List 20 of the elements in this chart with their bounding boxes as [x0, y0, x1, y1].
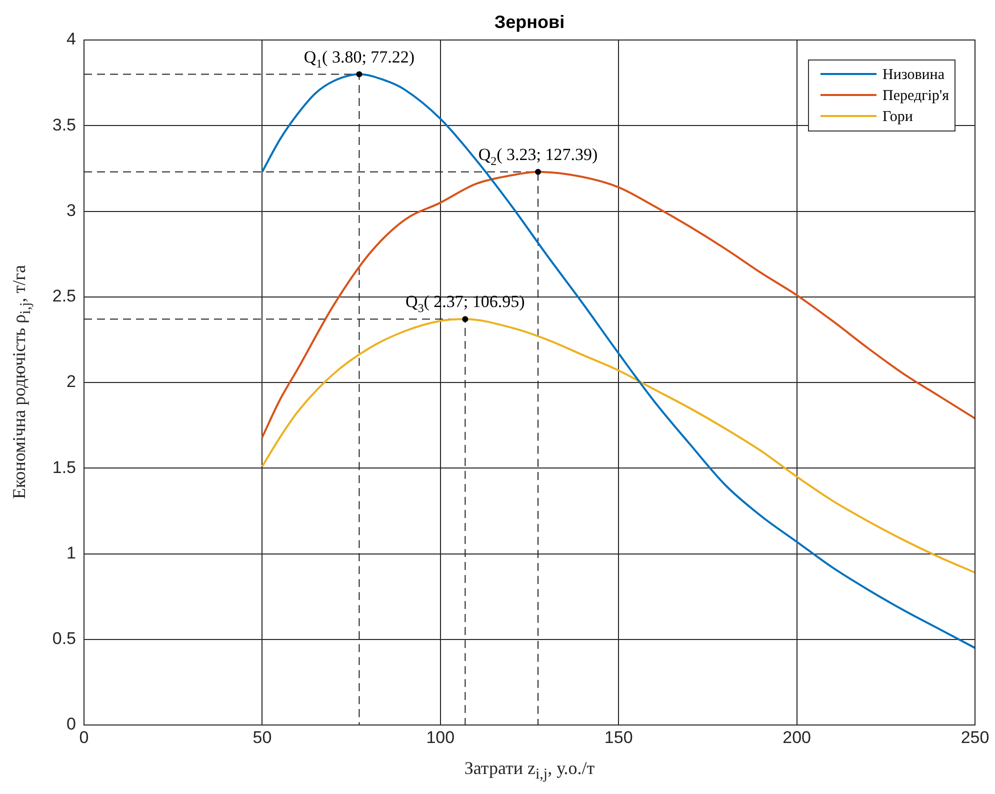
legend-label: Передгір'я	[882, 88, 950, 104]
y-tick-label: 2.5	[52, 286, 76, 306]
chart-title: Зернові	[493, 12, 566, 33]
y-tick-label: 1.5	[52, 458, 76, 477]
legend-label: Гори	[882, 108, 913, 125]
y-tick-label: 0.5	[52, 629, 76, 648]
y-tick-label: 3.5	[52, 115, 76, 134]
x-tick-label: 100	[426, 728, 455, 747]
x-axis-title: Затрати z$_{i,j}$, у.о./т	[463, 758, 596, 784]
x-tick-label: 200	[782, 728, 811, 747]
x-tick-label: 50	[252, 728, 272, 747]
y-tick-label: 1	[66, 543, 76, 562]
x-tick-label: 150	[604, 728, 633, 747]
y-tick-label: 3	[66, 200, 76, 220]
y-tick-label: 2	[66, 372, 76, 392]
x-tick-label: 250	[960, 728, 990, 747]
y-tick-label: 0	[66, 714, 76, 734]
x-tick-label: 0	[79, 728, 89, 747]
y-tick-label: 4	[66, 30, 76, 49]
legend-label: Низовина	[882, 66, 945, 83]
